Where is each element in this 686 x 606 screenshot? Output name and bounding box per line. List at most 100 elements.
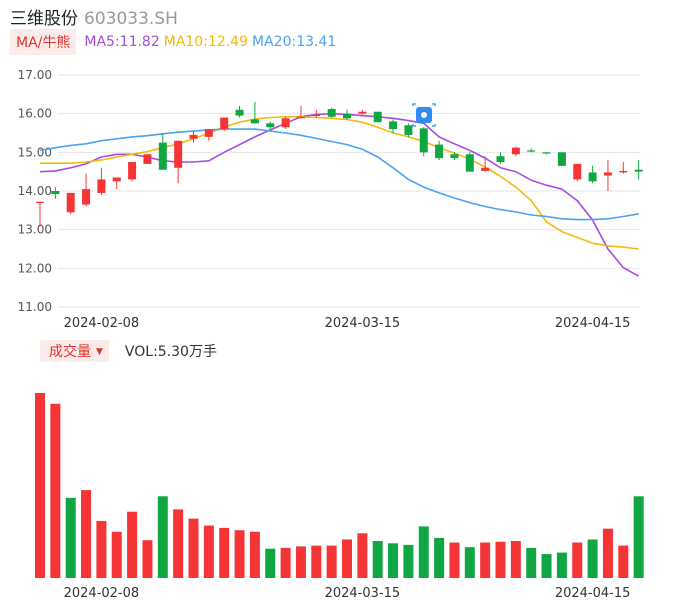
price-y-tick-label: 15.00 bbox=[18, 145, 52, 159]
candle-body bbox=[542, 152, 551, 154]
ma10-legend: MA10:12.49 bbox=[163, 34, 249, 50]
volume-bar bbox=[618, 545, 629, 578]
candle bbox=[358, 109, 367, 115]
candle bbox=[542, 152, 551, 155]
price-y-tick-label: 14.00 bbox=[18, 184, 52, 198]
stock-code: 603033.SH bbox=[84, 9, 178, 29]
volume-bar bbox=[111, 531, 122, 578]
candle-body bbox=[312, 114, 321, 117]
candle-body bbox=[450, 154, 459, 159]
candle bbox=[511, 146, 520, 157]
candle-body bbox=[250, 119, 259, 124]
candle-body bbox=[527, 150, 536, 152]
volume-x-tick-label: 2024-02-08 bbox=[64, 586, 140, 601]
candle bbox=[174, 140, 183, 184]
candle bbox=[128, 162, 137, 182]
candle-body bbox=[511, 147, 520, 155]
volume-bar bbox=[173, 509, 184, 578]
candle bbox=[496, 152, 505, 164]
volume-bar bbox=[311, 545, 322, 578]
candle-body bbox=[435, 144, 444, 159]
volume-bar bbox=[464, 547, 475, 578]
price-x-tick-label: 2024-03-15 bbox=[325, 316, 401, 331]
volume-bar bbox=[403, 544, 414, 578]
volume-bar bbox=[572, 542, 583, 578]
price-x-tick-label: 2024-02-08 bbox=[64, 316, 140, 331]
price-y-tick-label: 17.00 bbox=[18, 68, 52, 82]
candle-body bbox=[465, 154, 474, 172]
volume-value: VOL:5.30万手 bbox=[124, 344, 217, 360]
candle bbox=[143, 154, 152, 164]
candle-body bbox=[97, 179, 106, 193]
volume-bar bbox=[65, 497, 76, 578]
candle bbox=[588, 165, 597, 184]
volume-bar bbox=[357, 533, 368, 578]
volume-bar bbox=[81, 490, 92, 578]
candle-body bbox=[573, 163, 582, 180]
candle bbox=[603, 160, 612, 191]
volume-bar bbox=[633, 496, 644, 578]
price-y-tick-label: 12.00 bbox=[18, 261, 52, 275]
volume-bar bbox=[326, 545, 337, 578]
candle-body bbox=[66, 192, 75, 213]
candle-body bbox=[619, 170, 628, 173]
candle-body bbox=[481, 167, 490, 171]
volume-bar bbox=[342, 539, 352, 578]
candle bbox=[97, 167, 106, 195]
volume-bar bbox=[265, 548, 276, 578]
volume-bar bbox=[510, 541, 521, 578]
candle-body bbox=[419, 128, 428, 153]
volume-indicator-button[interactable]: 成交量 ▼ bbox=[40, 340, 109, 362]
candle-body bbox=[603, 172, 612, 176]
volume-x-tick-label: 2024-04-15 bbox=[555, 586, 631, 601]
candle bbox=[296, 105, 305, 119]
candle bbox=[404, 123, 413, 137]
candle bbox=[281, 116, 290, 130]
candle bbox=[220, 117, 229, 132]
candle bbox=[419, 127, 428, 157]
candle-body bbox=[204, 129, 213, 137]
volume-bar bbox=[219, 527, 230, 578]
volume-bar bbox=[388, 543, 399, 578]
candle-body bbox=[220, 117, 229, 130]
volume-indicator-label: 成交量 bbox=[49, 344, 91, 360]
ma-indicator-button[interactable]: MA/牛熊 bbox=[10, 29, 77, 55]
candle bbox=[435, 140, 444, 161]
candle bbox=[327, 107, 336, 118]
event-marker-icon[interactable] bbox=[412, 103, 436, 127]
candle bbox=[450, 152, 459, 161]
candle bbox=[235, 105, 244, 118]
candle-body bbox=[404, 125, 413, 135]
price-x-tick-label: 2024-04-15 bbox=[555, 316, 631, 331]
volume-bar bbox=[526, 547, 537, 578]
candle bbox=[343, 109, 351, 120]
candle bbox=[465, 152, 474, 172]
moving-average-lines bbox=[39, 112, 639, 277]
candle-body bbox=[296, 116, 305, 119]
volume-bar bbox=[96, 520, 107, 578]
volume-bar bbox=[372, 541, 383, 578]
price-y-tick-label: 13.00 bbox=[18, 223, 52, 237]
price-y-tick-label: 11.00 bbox=[18, 300, 52, 314]
candle-body bbox=[143, 154, 152, 164]
volume-bar bbox=[495, 541, 506, 578]
candle bbox=[66, 192, 75, 215]
candle-body bbox=[82, 189, 91, 205]
volume-bar bbox=[35, 393, 45, 578]
volume-bar bbox=[157, 496, 168, 578]
caret-down-icon: ▼ bbox=[96, 347, 103, 357]
candle bbox=[112, 177, 121, 190]
candle bbox=[51, 187, 60, 199]
candle bbox=[619, 162, 628, 174]
volume-bar bbox=[295, 546, 306, 578]
candle-body bbox=[189, 134, 198, 139]
ma-legend: MA/牛熊 MA5:11.82 MA10:12.49 MA20:13.41 bbox=[10, 29, 340, 55]
ma20-legend: MA20:13.41 bbox=[252, 34, 337, 50]
candle-body bbox=[266, 123, 275, 128]
volume-bar bbox=[50, 403, 61, 578]
volume-bar bbox=[142, 540, 153, 578]
candle-body bbox=[634, 169, 643, 172]
ma5-legend: MA5:11.82 bbox=[84, 34, 160, 50]
candle-body bbox=[343, 113, 351, 119]
